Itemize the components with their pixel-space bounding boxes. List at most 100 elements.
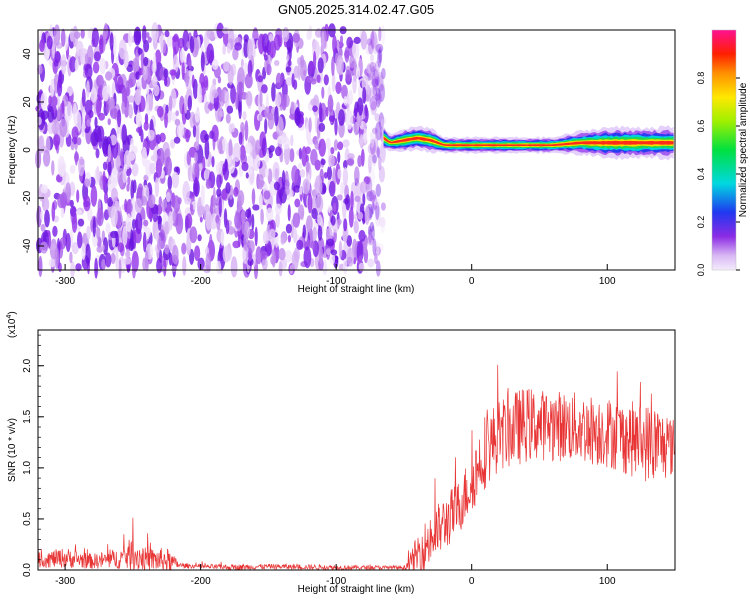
- spectrogram-cell: [330, 249, 338, 256]
- spectrogram-cell: [322, 259, 328, 276]
- spectrogram-cell: [128, 104, 134, 119]
- spectrogram-cell: [374, 60, 380, 79]
- spectrogram-cell: [377, 71, 384, 93]
- spectrogram-cell: [244, 73, 253, 89]
- spectrogram-cell: [349, 55, 355, 69]
- spectrogram-cell: [146, 31, 150, 39]
- spectrogram-cell: [132, 57, 140, 73]
- snr-line: [37, 364, 675, 571]
- spectrogram-cell: [181, 59, 185, 81]
- spectrogram-cell: [287, 204, 291, 222]
- spectrogram-cell: [172, 244, 179, 265]
- spectrogram-cell: [71, 241, 79, 255]
- spectrogram-cell: [234, 42, 243, 51]
- spectrogram-cell: [328, 115, 336, 122]
- spectrogram-cell: [375, 201, 380, 221]
- spectrogram-cell: [291, 250, 299, 271]
- spectrogram-cell: [291, 165, 299, 184]
- spectrogram-cell: [350, 190, 354, 210]
- spectrogram-cell: [177, 197, 182, 205]
- spectrogram-cell: [175, 110, 179, 117]
- spectrogram-cell: [81, 242, 86, 260]
- spectrogram-cell: [136, 127, 143, 133]
- spectrogram-cell: [377, 92, 382, 105]
- spectrogram-cell: [220, 230, 225, 246]
- spectrogram-cell: [158, 196, 162, 208]
- spectrogram-cell: [172, 35, 179, 43]
- spectrogram-cell: [143, 219, 149, 227]
- spectrogram-cell: [274, 106, 279, 127]
- colorbar-tick-label: 0.4: [696, 168, 706, 181]
- spectrogram-cell: [51, 160, 55, 176]
- spectrogram-cell: [282, 136, 290, 150]
- spectrogram-cell: [367, 143, 375, 155]
- spectrogram-cell: [126, 64, 134, 73]
- spectrogram-cell: [378, 112, 385, 130]
- spectrogram-cell: [378, 46, 383, 64]
- spectrogram-cell: [339, 35, 344, 44]
- spectrogram-cell: [216, 260, 222, 275]
- spectrogram-cell: [216, 173, 222, 189]
- spectrogram-cell: [221, 137, 228, 152]
- spectrogram-cell: [318, 102, 323, 123]
- spectrogram-cell: [200, 184, 205, 207]
- spectrogram-cell: [305, 161, 310, 173]
- spectrogram-cell: [270, 255, 276, 265]
- spectrogram-cell: [93, 51, 101, 62]
- spectrogram-cell: [117, 109, 122, 128]
- snr-multiplier-close: ): [7, 311, 18, 314]
- spectrogram-cell: [141, 196, 148, 206]
- spectrogram-cell: [218, 140, 223, 155]
- spectrogram-cell: [379, 216, 386, 228]
- spectrogram-cell: [134, 198, 143, 214]
- spectrogram-cell: [318, 122, 326, 132]
- spectrogram-cell: [245, 91, 253, 107]
- spectrogram-cell: [257, 75, 264, 83]
- spectrogram-cell: [78, 156, 85, 177]
- spectrogram-cell: [77, 218, 85, 227]
- spectrogram-cell: [310, 78, 317, 85]
- spectrogram-cell: [169, 69, 177, 76]
- snr-x-label: Height of straight line (km): [298, 584, 415, 595]
- spectrogram-cell: [367, 258, 375, 268]
- spectrogram-cell: [247, 59, 253, 78]
- spectrogram-cell: [374, 253, 378, 265]
- spectrogram-cell: [299, 186, 303, 196]
- spectrogram-cell: [203, 134, 210, 141]
- spectrogram-cell: [155, 134, 162, 145]
- svg-text:(x104): (x104): [6, 311, 18, 338]
- spectrogram-cell: [348, 89, 354, 105]
- spectrogram-cell: [284, 249, 293, 263]
- spectrogram-cell: [337, 141, 344, 151]
- spectrogram-cell: [380, 217, 385, 234]
- spectrogram-cell: [99, 57, 106, 75]
- spectrogram-cell: [278, 260, 283, 277]
- spectrogram-cell: [132, 259, 136, 279]
- spectrogram-x-ticks: -300 -200 -100 0 100: [55, 264, 616, 287]
- spectrogram-cell: [354, 166, 360, 185]
- spectrogram-cell: [345, 194, 351, 211]
- snr-panel: -300 -200 -100 0 100 0.0 0.5 1.0 1.5 2.0 Height …: [6, 311, 676, 595]
- spectrogram-cell: [59, 192, 68, 209]
- spectrogram-cell: [96, 165, 100, 182]
- spectrogram-cell: [374, 93, 381, 102]
- spectrogram-cell: [338, 240, 343, 259]
- spectrogram-cell: [90, 131, 99, 147]
- spectrogram-cell: [232, 142, 241, 163]
- spectrogram-cell: [110, 107, 118, 119]
- spectrogram-cell: [330, 147, 335, 155]
- spectrogram-cell: [140, 49, 145, 71]
- spectrogram-cell: [328, 154, 335, 167]
- spectrogram-cell: [154, 229, 160, 242]
- spectrogram-x-tick-label: -100: [326, 276, 346, 287]
- spectrogram-cell: [166, 34, 173, 47]
- spectrogram-cell: [245, 172, 249, 179]
- spectrogram-cell: [380, 125, 384, 143]
- spectrogram-cell: [153, 52, 157, 72]
- spectrogram-cell: [317, 214, 322, 226]
- spectrogram-cell: [110, 230, 118, 239]
- spectrogram-cell: [342, 139, 350, 148]
- spectrogram-cell: [269, 145, 275, 153]
- spectrogram-cell: [238, 100, 242, 120]
- snr-frame: [37, 329, 676, 571]
